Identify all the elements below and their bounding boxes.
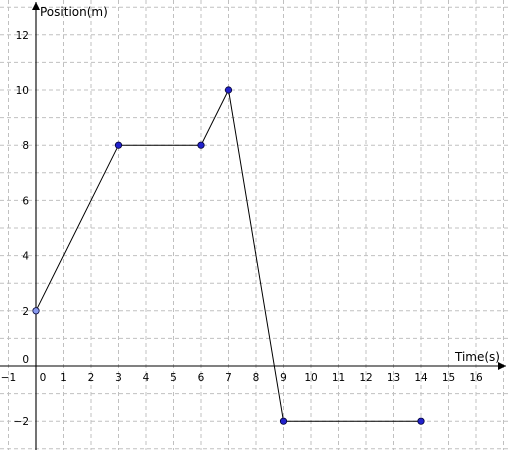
x-tick-label: 8 xyxy=(253,372,260,384)
x-tick-label: 0 xyxy=(40,372,47,384)
x-tick-label: 12 xyxy=(359,372,372,384)
y-tick-label: 2 xyxy=(22,306,29,318)
x-tick-label: 4 xyxy=(143,372,150,384)
data-point xyxy=(224,86,233,94)
x-tick-label: 9 xyxy=(280,372,287,384)
x-axis-arrow xyxy=(498,362,506,370)
x-tick-label: 15 xyxy=(442,372,455,384)
data-point xyxy=(417,417,425,425)
x-tick-label: 5 xyxy=(170,372,177,384)
x-tick-label: 16 xyxy=(469,372,483,384)
y-axis-arrow xyxy=(32,2,40,10)
data-point xyxy=(197,141,205,149)
data-point xyxy=(32,307,40,315)
x-tick-label: 6 xyxy=(198,372,205,384)
data-point xyxy=(279,417,288,425)
x-tick-label: 13 xyxy=(387,372,400,384)
x-tick-label: 2 xyxy=(88,372,95,384)
x-tick-label: 3 xyxy=(115,372,122,384)
x-tick-label: 7 xyxy=(225,372,232,384)
series-position xyxy=(32,86,425,425)
y-tick-label: 6 xyxy=(22,195,29,207)
x-tick-label: 10 xyxy=(304,372,317,384)
y-tick-label: 0 xyxy=(22,354,29,366)
y-tick-label: 10 xyxy=(16,85,29,97)
y-tick-label: 4 xyxy=(22,251,29,263)
x-tick-label: 1 xyxy=(60,372,67,384)
data-point xyxy=(114,141,123,149)
x-tick-label: −1 xyxy=(1,372,16,384)
x-tick-label: 11 xyxy=(332,372,345,384)
series-line xyxy=(35,88,421,422)
y-tick-label: 8 xyxy=(22,140,29,152)
y-tick-label: 12 xyxy=(16,30,29,42)
y-tick-label: −2 xyxy=(14,416,29,428)
y-axis-label: Position(m) xyxy=(40,5,108,19)
x-axis-label: Time(s) xyxy=(454,350,500,364)
x-tick-label: 14 xyxy=(414,372,428,384)
